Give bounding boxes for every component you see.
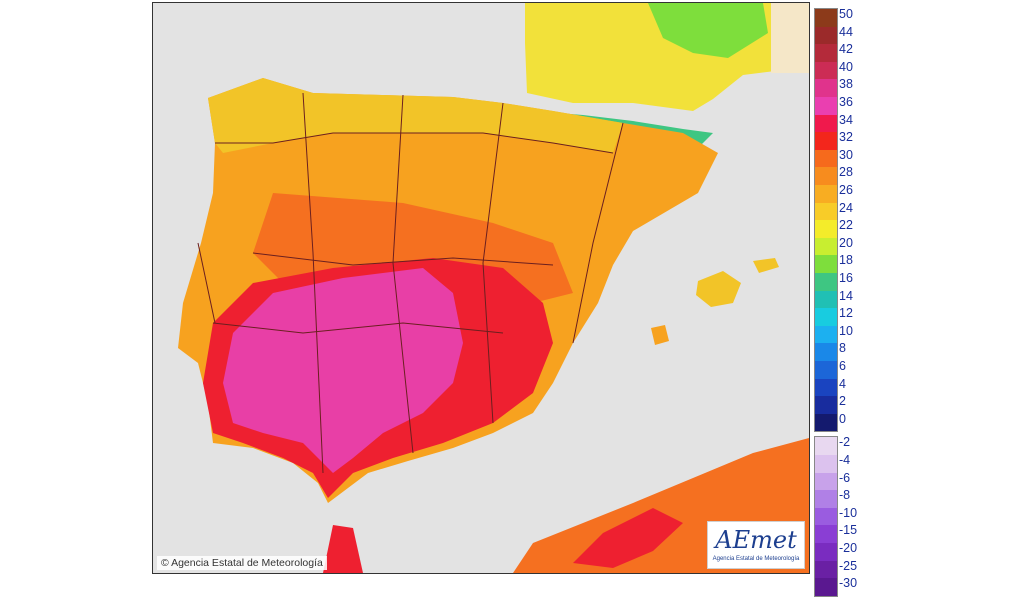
legend-swatch xyxy=(815,343,837,361)
copyright-credit: © Agencia Estatal de Meteorología xyxy=(157,556,327,570)
legend-swatch xyxy=(815,114,837,133)
legend-swatch xyxy=(815,61,837,80)
legend-label: 0 xyxy=(839,411,846,426)
legend-label: 30 xyxy=(839,147,853,162)
legend-label: -8 xyxy=(839,488,851,503)
legend-label: 32 xyxy=(839,130,853,145)
legend-swatch xyxy=(815,44,837,62)
legend-swatch xyxy=(815,413,837,432)
legend-label: -20 xyxy=(839,541,858,555)
legend-swatch xyxy=(815,237,837,256)
legend-swatch xyxy=(815,308,837,326)
legend-swatch xyxy=(815,525,837,543)
legend-label: 4 xyxy=(839,376,846,391)
legend-swatch xyxy=(815,578,837,596)
outside-domain xyxy=(771,3,809,73)
legend-swatch xyxy=(815,507,837,526)
legend-swatch xyxy=(815,437,837,455)
legend-label: 38 xyxy=(839,77,853,92)
legend-label: 28 xyxy=(839,165,853,180)
legend-label: -25 xyxy=(839,558,858,573)
legend-swatch xyxy=(815,202,837,221)
legend-label: 2 xyxy=(839,394,846,409)
legend-label: 50 xyxy=(839,7,853,21)
temperature-legend: 50 44 42 40 38 36 34 32 30 28 26 24 22 20 18 16 14 12 10 8 6… xyxy=(814,7,864,597)
legend-label: -10 xyxy=(839,505,858,520)
logo-subtitle: Agencia Estatal de Meteorología xyxy=(712,556,800,562)
legend-swatch xyxy=(815,185,837,203)
legend-swatch xyxy=(815,220,837,238)
legend-label: -2 xyxy=(839,435,851,450)
atlas-hot-zone xyxy=(573,508,683,568)
region-borders xyxy=(197,92,624,474)
legend-label: 10 xyxy=(839,323,853,338)
legend-label: 24 xyxy=(839,200,853,215)
legend-swatch xyxy=(815,560,837,579)
legend-swatch xyxy=(815,9,837,27)
legend-label: -15 xyxy=(839,523,858,538)
positive-swatch-column xyxy=(814,8,838,433)
temperature-map: © Agencia Estatal de Meteorología AEmet … xyxy=(152,2,810,574)
legend-swatch xyxy=(815,26,837,45)
legend-swatch xyxy=(815,167,837,185)
legend-swatch xyxy=(815,378,837,397)
legend-label: 12 xyxy=(839,306,853,321)
legend-swatch xyxy=(815,97,837,115)
legend-label: 26 xyxy=(839,183,853,197)
legend-swatch xyxy=(815,273,837,291)
legend-swatch xyxy=(815,149,837,168)
legend-label: 18 xyxy=(839,253,853,268)
legend-label: -4 xyxy=(839,453,851,467)
ibiza xyxy=(651,325,669,345)
legend-swatch xyxy=(815,290,837,309)
legend-label: 8 xyxy=(839,341,846,356)
legend-label: -6 xyxy=(839,470,851,485)
legend-label: 36 xyxy=(839,95,853,109)
menorca xyxy=(753,258,779,273)
legend-label: 44 xyxy=(839,24,853,39)
map-canvas xyxy=(153,3,809,573)
legend-label: 6 xyxy=(839,359,846,373)
legend-label: -30 xyxy=(839,576,858,591)
legend-label: 42 xyxy=(839,42,853,57)
legend-swatch xyxy=(815,396,837,414)
legend-swatch xyxy=(815,255,837,273)
north-iberia-mild xyxy=(208,78,623,153)
logo-text: AEmet xyxy=(715,526,797,554)
legend-label: 16 xyxy=(839,271,853,285)
legend-swatch xyxy=(815,325,837,344)
andalusia-extreme-heat xyxy=(223,268,463,473)
legend-swatch xyxy=(815,454,837,473)
legend-swatch xyxy=(815,542,837,561)
legend-swatch xyxy=(815,132,837,150)
legend-swatch xyxy=(815,79,837,97)
legend-swatch xyxy=(815,472,837,491)
france-alps-cool-zone xyxy=(648,3,768,58)
legend-label: 14 xyxy=(839,288,853,303)
negative-swatch-column xyxy=(814,436,838,597)
legend-swatch xyxy=(815,490,837,508)
legend-label: 22 xyxy=(839,218,853,233)
legend-label: 34 xyxy=(839,112,853,127)
legend-label: 20 xyxy=(839,235,853,250)
legend-swatch xyxy=(815,361,837,379)
legend-label: 40 xyxy=(839,59,853,74)
mallorca xyxy=(696,271,741,307)
morocco-tip xyxy=(323,525,363,573)
aemet-logo: AEmet Agencia Estatal de Meteorología xyxy=(707,521,805,569)
